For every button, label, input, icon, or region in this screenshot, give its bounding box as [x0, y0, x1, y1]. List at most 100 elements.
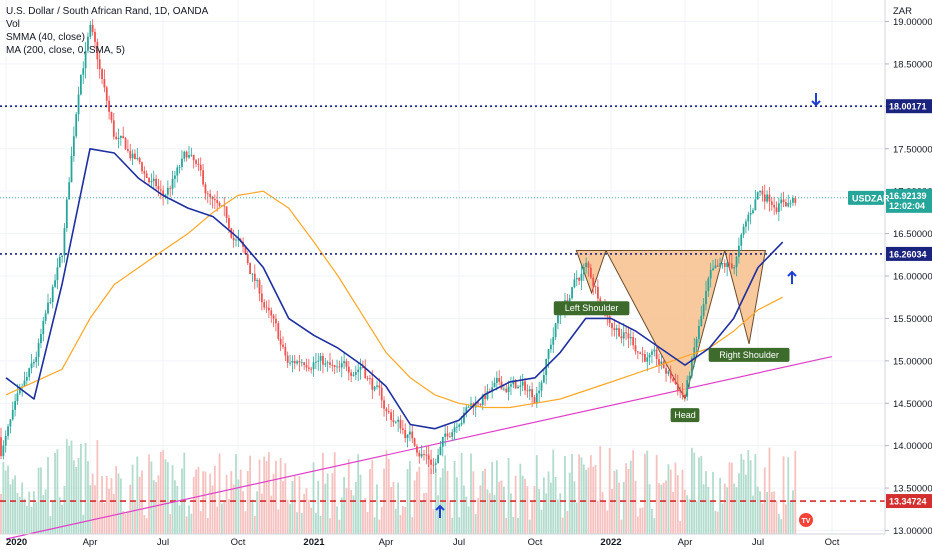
candle-body [723, 263, 726, 267]
candle-body [14, 401, 16, 410]
candle-body [134, 153, 136, 159]
candle-body [84, 50, 87, 69]
candle-body [416, 446, 418, 453]
symbol-tag-bg [848, 190, 884, 205]
volume-bar [300, 513, 303, 534]
candle-body [554, 323, 557, 338]
volume-bar [296, 512, 298, 534]
candle-body [427, 455, 430, 460]
candle-body [80, 74, 82, 95]
volume-bar [150, 461, 153, 534]
candle-body [592, 277, 595, 287]
candle-body [763, 194, 766, 202]
candle-body [124, 138, 127, 150]
candle-body [347, 366, 350, 373]
candle-body [228, 218, 230, 229]
candle-body [117, 137, 120, 140]
volume-bar [235, 454, 237, 534]
candle-body [740, 234, 743, 246]
candle-body [660, 361, 663, 365]
volume-bar [498, 481, 501, 534]
volume-bar [143, 515, 146, 534]
volume-bar [745, 474, 747, 534]
candle-body [11, 409, 14, 420]
volume-bar [472, 471, 475, 534]
candle-body [225, 206, 228, 219]
volume-bar [16, 493, 19, 534]
volume-bar [700, 455, 703, 534]
volume-bar [679, 521, 682, 534]
candle-body [752, 210, 754, 213]
volume-bar [542, 477, 545, 534]
trendline[interactable] [5, 356, 833, 540]
candle-body [195, 160, 197, 164]
candle-body [56, 267, 59, 281]
volume-bar [712, 471, 714, 534]
candle-body [253, 273, 256, 282]
candle-body [486, 391, 489, 400]
candle-body [587, 262, 590, 268]
candle-body [289, 362, 291, 364]
volume-bar [740, 454, 743, 534]
volume-bar [37, 467, 40, 534]
candle-body [171, 178, 174, 189]
volume-bar [197, 466, 200, 534]
volume-bar [371, 460, 374, 534]
indicator-vol[interactable]: Vol [6, 19, 20, 30]
candle-body [319, 355, 322, 361]
candle-body [68, 182, 71, 200]
volume-bar [582, 464, 585, 534]
volume-bar [547, 471, 550, 534]
indicator-ma[interactable]: MA (200, close, 0, SMA, 5) [6, 45, 125, 56]
volume-bar [721, 503, 724, 534]
annotation-box [670, 408, 700, 423]
candle-body [298, 361, 301, 363]
candle-body [148, 177, 150, 183]
tradingview-logo-icon[interactable]: TV [799, 513, 813, 527]
volume-bar [756, 486, 759, 534]
candle-body [594, 286, 597, 288]
candle-body [423, 453, 425, 455]
candle-body [573, 279, 576, 288]
indicator-smma[interactable]: SMMA (40, close) [6, 32, 85, 43]
price-tag-support: 13.34724 [889, 497, 927, 507]
volume-bar [110, 478, 113, 534]
candle-body [178, 166, 181, 168]
x-tick-label: Oct [231, 537, 246, 548]
candle-body [676, 384, 679, 392]
volume-bar [611, 488, 613, 534]
volume-bar [453, 460, 456, 534]
candle-body [369, 378, 371, 379]
horizontal-levels[interactable] [0, 105, 885, 255]
candle-body [444, 433, 447, 437]
candle-body [390, 412, 392, 420]
candle-body [87, 36, 89, 51]
candle-body [18, 387, 21, 394]
volume-bar [221, 503, 223, 534]
y-tick-label: 15.50000 [893, 314, 932, 325]
volume-bar [730, 462, 733, 534]
volume-bar [11, 479, 14, 534]
candle-body [578, 277, 580, 281]
candle-body [312, 362, 315, 370]
candle-body [380, 387, 383, 401]
volume-bar [282, 481, 284, 534]
candle-body [550, 344, 552, 350]
candle-body [115, 136, 118, 140]
candle-body [700, 315, 703, 326]
candle-body [738, 245, 740, 257]
candle-body [756, 192, 759, 200]
volume-bar [780, 519, 783, 534]
candle-body [51, 286, 54, 302]
volume-bar [752, 495, 754, 534]
volume-bar [672, 492, 674, 534]
candle-body [235, 239, 237, 241]
candle-body [625, 332, 627, 334]
volume-bar [665, 480, 667, 534]
volume-bar [18, 496, 21, 534]
candle-body [310, 368, 313, 370]
x-axis[interactable]: 2020 Apr Jul Oct 2021 Apr Jul Oct 2022 Apr Jul Oct [6, 537, 840, 548]
volume-bar [766, 491, 768, 534]
volume-bar [639, 508, 642, 534]
